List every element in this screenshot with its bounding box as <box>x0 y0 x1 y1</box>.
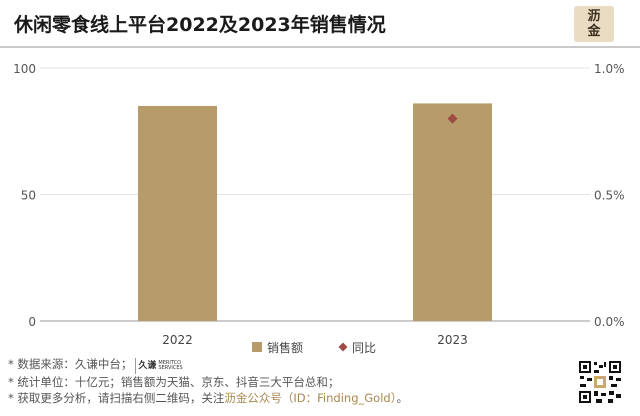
bar-2022 <box>138 105 217 321</box>
bar-2023 <box>413 103 492 321</box>
right-tick-label: 0.5% <box>594 189 625 203</box>
x-tick-label: 2023 <box>437 333 468 347</box>
chart-area: 0 50 100 0.0% 0.5% 1.0% 2022 2023 销售额 同比 <box>13 62 625 355</box>
legend-label-yoy: 同比 <box>352 341 376 355</box>
wechat-account-highlight: 沥金公众号（ID：Finding_Gold） <box>224 391 397 405</box>
x-axis-ticks: 2022 2023 <box>162 333 468 347</box>
legend: 销售额 同比 <box>252 340 376 355</box>
footnote-cta: * 获取更多分析，请扫描右侧二维码，关注沥金公众号（ID：Finding_Gol… <box>8 391 408 405</box>
title-divider <box>0 46 640 48</box>
source-brand-logo: 久谦 MERITCO SERVICES <box>135 358 184 374</box>
chart-title: 休闲零食线上平台2022及2023年销售情况 <box>14 14 386 36</box>
right-tick-label: 1.0% <box>594 62 625 76</box>
legend-swatch-bar <box>252 342 262 352</box>
legend-label-bar: 销售额 <box>267 340 303 355</box>
yoy-point-2023 <box>447 113 458 124</box>
footnote-source: * 数据来源：久谦中台； 久谦 MERITCO SERVICES <box>8 356 408 374</box>
right-tick-label: 0.0% <box>594 315 625 329</box>
bar-series <box>138 103 492 321</box>
right-axis-ticks: 0.0% 0.5% 1.0% <box>594 62 625 329</box>
brand-logo: 沥 金 <box>574 6 614 42</box>
legend-swatch-yoy <box>338 342 348 352</box>
left-tick-label: 100 <box>13 62 36 76</box>
qr-code-icon <box>578 360 622 404</box>
gridlines <box>40 67 590 322</box>
footnote-unit: * 统计单位：十亿元；销售额为天猫、京东、抖音三大平台总和； <box>8 375 340 389</box>
left-tick-label: 0 <box>28 315 36 329</box>
logo-line2: 金 <box>587 24 601 39</box>
logo-line1: 沥 <box>587 9 601 24</box>
yoy-series <box>447 113 458 124</box>
left-axis-ticks: 0 50 100 <box>13 62 36 329</box>
left-tick-label: 50 <box>21 189 36 203</box>
x-tick-label: 2022 <box>162 333 193 347</box>
footnotes: * 数据来源：久谦中台； 久谦 MERITCO SERVICES * 统计单位：十亿… <box>8 356 408 406</box>
